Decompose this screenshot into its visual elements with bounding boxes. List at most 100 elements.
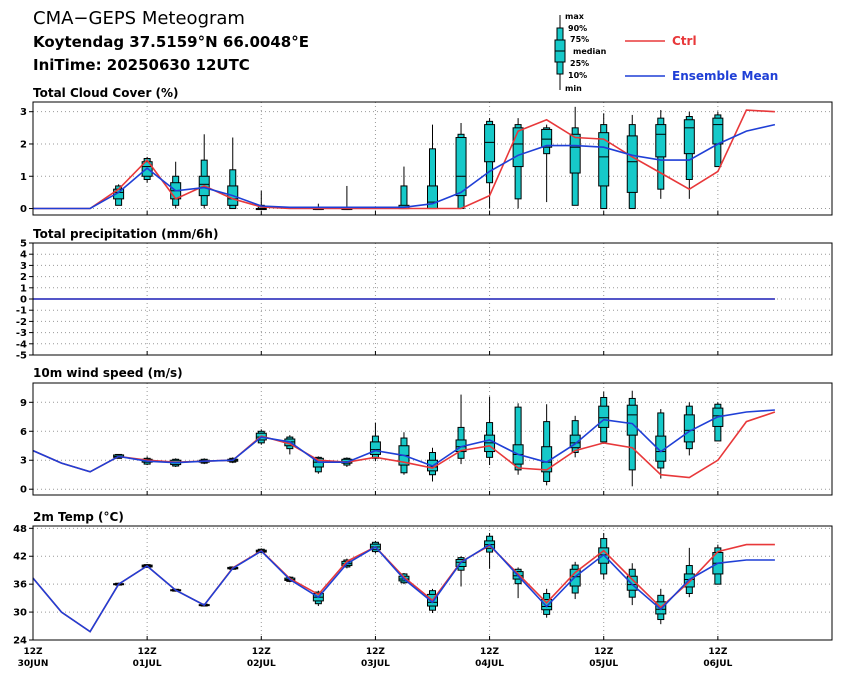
- y-tick-label: 24: [13, 636, 27, 647]
- box-10-90: [514, 406, 522, 471]
- x-tick-hour-label: 12Z: [23, 647, 43, 657]
- ensemble-box: [655, 409, 667, 479]
- y-tick-label: 3: [20, 261, 27, 272]
- x-tick-hour-label: 12Z: [594, 647, 614, 657]
- ensemble-box: [484, 396, 496, 466]
- x-axis: 12Z 30JUN 12Z 01JUL 12Z 02JUL 12Z 03JUL 12Z 04JUL…: [18, 647, 733, 669]
- ctrl-series-line: [32, 411, 776, 479]
- box-25-75: [541, 599, 553, 611]
- y-tick-label: 1: [20, 172, 27, 183]
- panel-title-wind: 10m wind speed (m/s): [33, 366, 183, 380]
- box-25-75: [712, 117, 724, 145]
- box-25-75: [512, 127, 524, 168]
- panel-title-cloud: Total Cloud Cover (%): [33, 86, 179, 100]
- ensemble-box: [598, 532, 610, 580]
- y-tick-label: 0: [20, 204, 27, 215]
- init-time-label: IniTime: 20250630 12UTC: [33, 56, 250, 74]
- y-tick-label: 2: [20, 139, 27, 150]
- y-tick-label: 48: [13, 524, 27, 535]
- box-25-75: [455, 137, 467, 197]
- mean-series-line: [32, 543, 775, 633]
- x-tick-date-label: 04JUL: [475, 659, 504, 669]
- legend-box-label: max: [565, 12, 585, 21]
- panel-frame: [32, 242, 833, 356]
- chart-title: CMA−GEPS Meteogram: [33, 8, 245, 29]
- legend-mean-label: Ensemble Mean: [672, 69, 778, 83]
- ensemble-box: [512, 403, 524, 475]
- location-label: Koytendag 37.5159°N 66.0048°E: [33, 33, 309, 51]
- x-tick-date-label: 06JUL: [703, 659, 732, 669]
- x-tick-hour-label: 12Z: [480, 647, 500, 657]
- box-25-75: [655, 124, 667, 158]
- ensemble-box: [569, 106, 581, 206]
- legend-box-label: 25%: [570, 59, 589, 68]
- box-25-75: [598, 132, 610, 187]
- panel-2: 0 3 6 9: [20, 382, 833, 496]
- ensemble-box: [369, 422, 381, 462]
- y-tick-label: 3: [20, 456, 27, 467]
- x-tick-date-label: 03JUL: [361, 659, 390, 669]
- box-25-75: [626, 135, 638, 193]
- y-tick-label: -3: [16, 328, 27, 339]
- y-tick-label: 0: [20, 485, 27, 496]
- legend-box-label: 10%: [568, 71, 587, 80]
- ensemble-box: [427, 124, 438, 210]
- ensemble-box: [541, 404, 553, 486]
- x-tick-date-label: 30JUN: [18, 659, 49, 669]
- box-25-75: [569, 133, 581, 174]
- y-tick-label: 6: [20, 427, 27, 438]
- box-25-75: [369, 441, 381, 455]
- panel-3: 24 30 36 42 48: [13, 524, 833, 647]
- ensemble-box: [712, 111, 724, 168]
- ensemble-box: [598, 113, 610, 210]
- ensemble-box: [398, 432, 410, 475]
- ctrl-series-line: [33, 109, 775, 210]
- ensemble-box: [683, 111, 695, 199]
- ensemble-box: [398, 166, 410, 210]
- ensemble-box: [170, 161, 182, 209]
- box-25-75: [484, 124, 496, 163]
- ensemble-box: [455, 394, 467, 465]
- x-tick-date-label: 01JUL: [133, 659, 162, 669]
- x-tick-hour-label: 12Z: [708, 647, 728, 657]
- panel-0: 0 1 2 3: [20, 101, 833, 216]
- ensemble-box: [683, 547, 695, 598]
- box-25-75: [569, 434, 581, 449]
- x-tick-hour-label: 12Z: [366, 647, 386, 657]
- legend-box-label: min: [565, 84, 582, 93]
- y-tick-label: 1: [20, 283, 27, 294]
- legend-box-label: 90%: [568, 24, 587, 33]
- legend-box-label: median: [573, 47, 607, 56]
- ensemble-box: [455, 122, 467, 210]
- y-tick-label: 3: [20, 107, 27, 118]
- y-tick-label: 0: [20, 295, 27, 306]
- ensemble-box: [341, 185, 353, 211]
- ensemble-box: [198, 134, 210, 209]
- ensemble-box: [541, 124, 553, 203]
- ensemble-box: [655, 110, 667, 199]
- panel-frame: [32, 101, 833, 216]
- x-tick-date-label: 05JUL: [589, 659, 618, 669]
- legend: max 90% 75% median 25% 10% min Ctrl Ense…: [554, 12, 778, 93]
- box-25-75: [541, 128, 553, 148]
- ensemble-box: [712, 402, 724, 442]
- mean-series-line: [32, 409, 775, 473]
- legend-box-label: 75%: [570, 35, 589, 44]
- y-tick-label: 42: [13, 552, 27, 563]
- box-25-75: [427, 185, 438, 210]
- box-25-75: [626, 404, 638, 436]
- ensemble-box: [512, 118, 524, 209]
- panel-frame: [32, 382, 833, 496]
- panel-frame: [32, 525, 833, 641]
- legend-ctrl-label: Ctrl: [672, 34, 697, 48]
- y-tick-label: 9: [20, 398, 27, 409]
- ensemble-box: [484, 532, 496, 569]
- ensemble-box: [626, 390, 638, 487]
- y-tick-label: -1: [16, 306, 27, 317]
- x-tick-hour-label: 12Z: [138, 647, 158, 657]
- box-25-75: [598, 405, 610, 428]
- box-25-75: [683, 119, 695, 155]
